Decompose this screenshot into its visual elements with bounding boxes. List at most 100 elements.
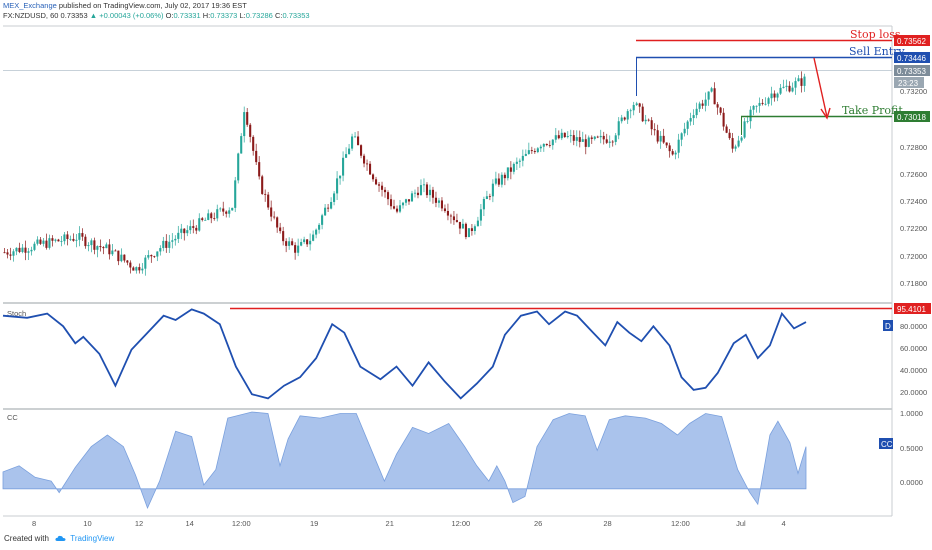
candle-body — [395, 208, 399, 212]
candle-body — [449, 215, 452, 217]
high-label: H: — [202, 11, 211, 20]
candle-body — [324, 207, 327, 216]
projection-arrow — [813, 57, 828, 118]
candle-body — [713, 88, 716, 105]
time-tick: 12:00 — [232, 519, 251, 528]
candle-body — [575, 137, 578, 141]
candle-body — [506, 167, 509, 179]
time-tick: 4 — [781, 519, 785, 528]
candle-body — [279, 227, 282, 232]
price-tick: 0.73200 — [900, 87, 927, 96]
candle-body — [740, 137, 743, 141]
candle-body — [572, 135, 575, 141]
candle-body — [698, 103, 701, 109]
candle-body — [767, 98, 770, 104]
candle-body — [584, 139, 587, 147]
candle-body — [276, 217, 279, 228]
candle-body — [336, 178, 339, 194]
candle-body — [728, 132, 731, 139]
candle-body — [761, 102, 764, 104]
candle-body — [392, 206, 396, 209]
candle-body — [422, 184, 426, 186]
candle-body — [569, 135, 572, 137]
change-arrow-icon: ▲ — [89, 11, 98, 20]
candle-body — [482, 198, 485, 210]
candle-body — [363, 155, 366, 164]
time-tick: 8 — [32, 519, 36, 528]
candle-body — [605, 139, 608, 143]
candle-body — [626, 111, 629, 120]
candle-body — [354, 136, 357, 138]
candle-body — [87, 245, 90, 247]
candle-body — [461, 223, 464, 229]
candle-body — [342, 157, 345, 176]
candle-body — [680, 133, 683, 140]
price-tick: 0.72800 — [900, 143, 927, 152]
candle-body — [473, 226, 476, 231]
candle-body — [599, 135, 602, 138]
take-profit-tag-value: 0.73018 — [897, 113, 926, 122]
stoch-resistance-tag — [894, 303, 931, 314]
time-tick: 12:00 — [451, 519, 470, 528]
candle-body — [479, 209, 482, 221]
candle-body — [410, 193, 414, 202]
candle-body — [213, 218, 216, 219]
candle-body — [428, 189, 432, 196]
candle-body — [108, 244, 111, 255]
take-profit-tag — [894, 111, 930, 122]
close-label: C: — [274, 11, 283, 20]
candle-body — [291, 241, 294, 246]
candle-body — [662, 135, 665, 143]
candle-body — [93, 240, 96, 250]
cc-badge — [879, 438, 893, 449]
high-value: 0.73373 — [210, 11, 238, 20]
candle-body — [635, 103, 638, 105]
candle-body — [524, 153, 527, 156]
candle-body — [497, 178, 500, 185]
candle-body — [494, 178, 497, 184]
candle-body — [731, 138, 734, 149]
candle-body — [201, 218, 204, 221]
candle-body — [294, 245, 297, 253]
candle-body — [285, 241, 288, 246]
tradingview-cloud-icon — [55, 536, 66, 542]
header-line-2: FX:NZDUSD, 60 0.73353 ▲ +0.00043 (+0.06%… — [3, 11, 310, 21]
close-value: 0.73353 — [282, 11, 310, 20]
open-value: 0.73331 — [173, 11, 201, 20]
candle-body — [683, 128, 686, 134]
candle-body — [788, 85, 791, 92]
candle-body — [440, 200, 444, 209]
candle-body — [210, 213, 213, 219]
low-label: L: — [239, 11, 246, 20]
candle-body — [258, 162, 261, 177]
candle-body — [333, 193, 336, 202]
tradingview-link[interactable]: TradingView — [70, 534, 115, 543]
candle-body — [665, 142, 668, 146]
price-tick: 0.72200 — [900, 224, 927, 233]
candle-body — [602, 135, 605, 140]
candle-body — [710, 88, 713, 92]
candle-body — [443, 208, 446, 211]
publisher-link[interactable]: MEX_Exchange — [3, 1, 57, 10]
candle-body — [120, 254, 123, 262]
candle-body — [54, 239, 57, 241]
candle-body — [51, 238, 54, 241]
candle-body — [297, 245, 300, 253]
candle-body — [234, 180, 237, 208]
cc-tick: 0.5000 — [900, 444, 923, 453]
time-tick: 28 — [603, 519, 611, 528]
candle-body — [530, 150, 533, 152]
candle-body — [42, 240, 45, 244]
candle-body — [785, 85, 788, 87]
cc-tick: 1.0000 — [900, 409, 923, 418]
candle-body — [581, 139, 584, 142]
candle-body — [117, 250, 120, 262]
candle-body — [132, 267, 135, 271]
candle-body — [105, 244, 108, 249]
candle-body — [638, 103, 641, 107]
candle-body — [692, 115, 695, 119]
candle-body — [644, 119, 647, 122]
candle-body — [476, 220, 479, 227]
candle-body — [701, 103, 704, 106]
time-tick: 14 — [186, 519, 194, 528]
